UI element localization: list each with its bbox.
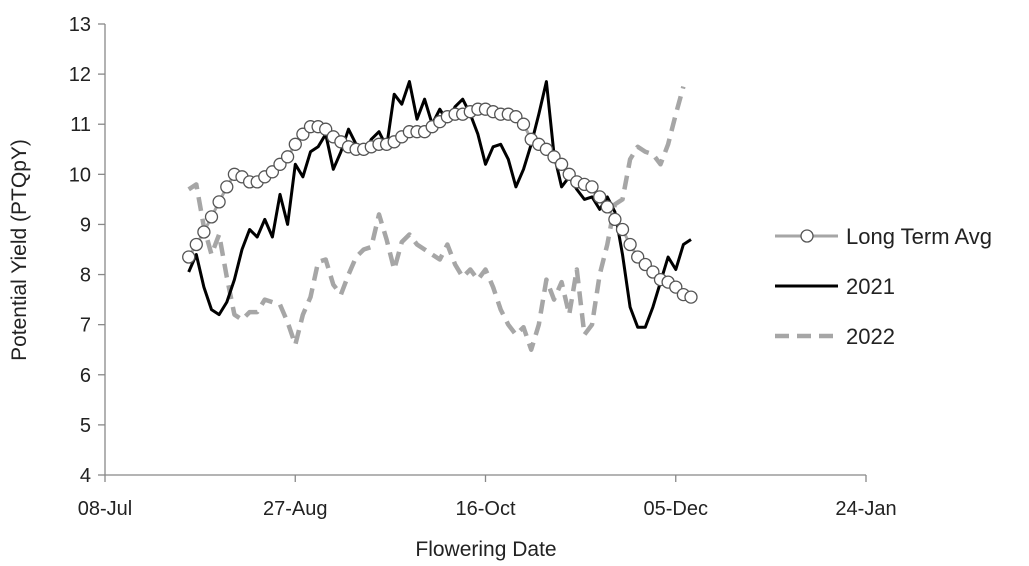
data-point [623,237,637,252]
data-point [182,250,196,264]
legend-label: 2021 [846,274,895,299]
y-tick-label: 10 [69,164,91,186]
x-tick-label: 16-Oct [455,498,515,520]
legend: Long Term Avg 2021 2022 [775,224,992,349]
data-point [280,150,295,164]
data-point [554,157,569,171]
data-point [212,195,226,209]
series-line [187,80,692,329]
y-tick-label: 8 [80,265,91,287]
y-tick-label: 4 [80,465,91,487]
series-long-term-avg [182,102,698,304]
plot-area [182,80,698,352]
y-tick-label: 5 [80,415,91,437]
data-point [204,210,219,224]
x-tick-label: 05-Dec [644,498,708,520]
data-point [585,180,599,194]
legend-label: Long Term Avg [846,224,992,249]
y-tick-label: 9 [80,214,91,236]
x-axis: 08-Jul 27-Aug 16-Oct 05-Dec 24-Jan [78,474,897,520]
data-point [593,190,607,204]
x-tick-label: 27-Aug [263,498,328,520]
legend-item: 2021 [775,274,895,299]
legend-item: 2022 [775,324,895,349]
data-point [189,237,203,252]
y-axis: 4 5 6 7 8 9 10 11 12 13 [69,14,106,487]
y-tick-label: 11 [70,114,91,136]
data-point [608,212,622,227]
x-tick-label: 08-Jul [78,498,132,520]
x-axis-title: Flowering Date [415,538,556,561]
data-point [220,180,234,194]
y-tick-label: 6 [80,365,91,387]
data-point [288,137,302,151]
y-tick-label: 7 [80,315,91,337]
y-axis-title: Potential Yield (PTQpY) [8,139,31,361]
legend-item: Long Term Avg [775,224,992,249]
legend-marker [800,229,814,243]
series-2021 [187,80,692,329]
x-tick-label: 24-Jan [835,498,896,520]
data-point [600,200,614,214]
y-tick-label: 12 [69,64,91,86]
series-line [187,86,686,352]
legend-label: 2022 [846,324,895,349]
series-2022 [187,86,686,352]
y-tick-label: 13 [69,14,91,36]
data-point [615,222,630,237]
data-point [684,290,698,304]
data-point [516,117,531,131]
data-point [197,225,211,239]
